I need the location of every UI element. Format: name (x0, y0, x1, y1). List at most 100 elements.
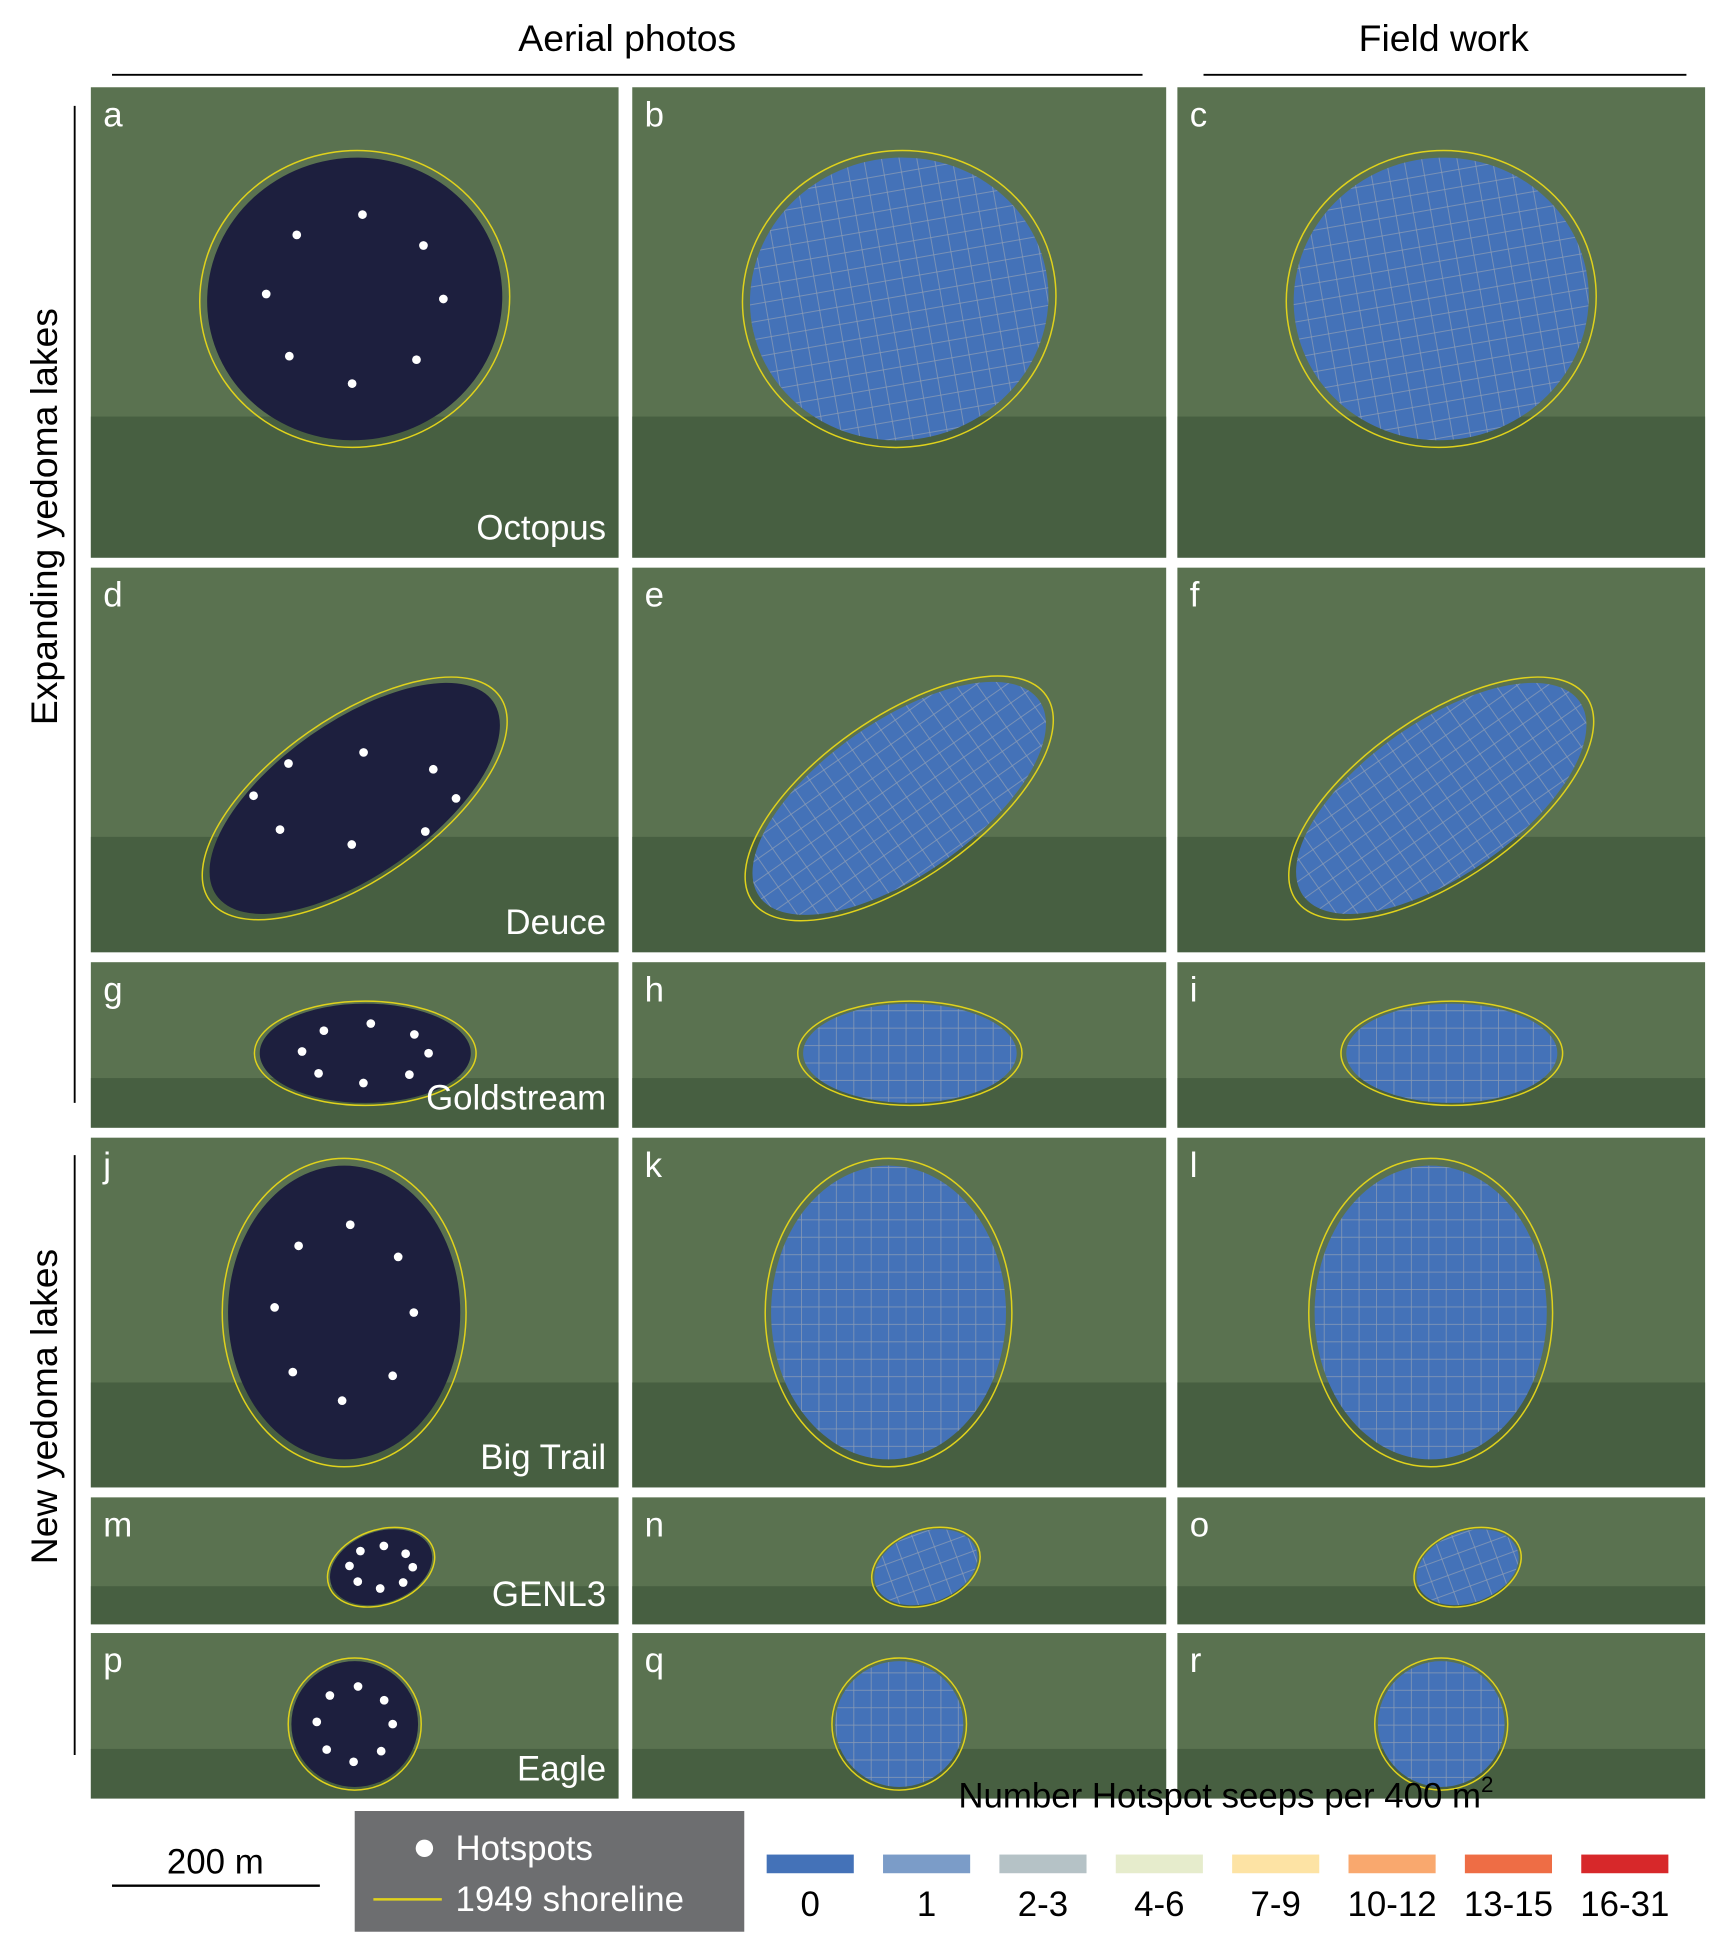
panel-letter: m (103, 1505, 132, 1544)
map-panel: h (632, 962, 1167, 1128)
hotspot (345, 1561, 354, 1571)
panel-letter: o (1190, 1505, 1209, 1544)
shoreline (744, 675, 1055, 922)
lake (330, 1529, 433, 1606)
hotspot (322, 1745, 332, 1754)
hotspot (428, 764, 438, 774)
legend-bin-label: 13-15 (1464, 1885, 1553, 1924)
shoreline (1288, 676, 1595, 921)
shoreline (1285, 149, 1597, 449)
legend-swatch (1232, 1854, 1320, 1874)
legend-bin-label: 16-31 (1580, 1885, 1669, 1924)
map-panel: b (632, 87, 1167, 558)
lake (228, 1165, 461, 1460)
panel-letter: n (645, 1505, 664, 1544)
shoreline (870, 1526, 981, 1608)
legend-swatch (1115, 1854, 1203, 1874)
panel-letter: i (1190, 970, 1198, 1009)
hotspot (412, 355, 421, 365)
legend-label: 1949 shoreline (456, 1880, 684, 1919)
hotspot (275, 825, 285, 834)
hotspot (398, 1578, 408, 1587)
hotspot (294, 1241, 303, 1251)
hotspot (325, 1691, 335, 1700)
legend-title-sup: 2 (1481, 1772, 1493, 1797)
map-panel: k (632, 1137, 1167, 1488)
shoreline (201, 676, 508, 921)
map-panel: GENL3 m (90, 1497, 619, 1625)
hotspot (319, 1026, 329, 1036)
hotspot (408, 1562, 418, 1572)
hotspot (410, 1030, 419, 1039)
map-panel: Octopus a (90, 87, 619, 558)
hotspot-symbol (415, 1839, 434, 1858)
panel-letter: k (645, 1146, 663, 1185)
map-panel: Big Trail j (90, 1137, 619, 1488)
scale-bar-label: 200 m (167, 1843, 264, 1882)
legend-title-text: Number Hotspot seeps per 400 m (958, 1777, 1481, 1816)
lake-name: Octopus (476, 509, 606, 548)
map-panel: c (1177, 87, 1706, 558)
hotspot (405, 1070, 414, 1079)
hotspot (393, 1252, 403, 1262)
grid-lines (1416, 1529, 1519, 1606)
shoreline (1308, 1157, 1554, 1468)
lake-name: Eagle (517, 1749, 606, 1788)
map-panel: n (632, 1497, 1167, 1625)
legend-swatch (766, 1854, 854, 1874)
legend-title: Number Hotspot seeps per 400 m2 (958, 1772, 1493, 1816)
hotspot (420, 827, 430, 836)
hotspot (261, 289, 271, 299)
hotspot (388, 1371, 398, 1381)
panel-letter: d (103, 576, 122, 615)
hotspot (270, 1303, 279, 1312)
map-panel: e (632, 567, 1167, 953)
map-panel: Goldstream g (90, 962, 619, 1128)
column-header: Field work (1359, 17, 1529, 59)
shoreline (253, 1000, 477, 1107)
shoreline (326, 1526, 436, 1608)
hotspot (345, 1220, 355, 1230)
hotspot (284, 351, 294, 361)
map-panel: o (1177, 1497, 1706, 1625)
hotspot (419, 241, 428, 250)
panel-letter: b (645, 95, 664, 134)
lake (291, 1661, 419, 1787)
hotspot (288, 1367, 298, 1377)
shoreline (1413, 1526, 1522, 1608)
hotspot (312, 1717, 322, 1727)
hotspot (347, 840, 357, 849)
hotspot (379, 1541, 389, 1551)
panel-letter: j (102, 1146, 111, 1185)
hotspot (358, 210, 367, 219)
panel-letter: e (645, 576, 664, 615)
grid-lines (771, 1165, 1007, 1460)
lake-name: Big Trail (480, 1438, 606, 1477)
hotspot (359, 1078, 368, 1088)
legend-swatch (1581, 1854, 1669, 1874)
hotspot (297, 1047, 307, 1056)
lake-name: Goldstream (426, 1079, 606, 1118)
grid-lines (1377, 1661, 1505, 1787)
hotspot (356, 1546, 365, 1556)
legend-bin-label: 10-12 (1348, 1885, 1437, 1924)
shoreline (741, 149, 1057, 449)
legend-swatch (1464, 1854, 1553, 1874)
lake-name: GENL3 (492, 1575, 606, 1614)
hotspot (314, 1069, 323, 1078)
shoreline (221, 1157, 467, 1468)
map-panel: l (1177, 1137, 1706, 1488)
panel-letter: q (645, 1641, 664, 1680)
shoreline (797, 1000, 1023, 1107)
hotspot (353, 1682, 363, 1691)
shoreline (199, 149, 511, 449)
hotspot (439, 294, 448, 304)
grid-lines (1293, 157, 1589, 441)
panel-letter: f (1190, 576, 1200, 615)
map-panel: f (1177, 567, 1706, 953)
hotspot (349, 1757, 358, 1767)
lake-name: Deuce (505, 903, 606, 942)
panels: Octopus a b c Deuce d e f Goldstream g h i Big Trail… (90, 87, 1706, 1799)
legend-bin-label: 1 (917, 1885, 936, 1924)
